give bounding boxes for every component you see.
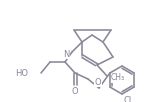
Text: O: O	[72, 87, 78, 96]
Text: Cl: Cl	[123, 96, 131, 102]
Text: O: O	[95, 78, 101, 87]
Text: N: N	[63, 50, 69, 59]
Text: HO: HO	[15, 69, 28, 78]
Text: CH₃: CH₃	[111, 74, 125, 83]
